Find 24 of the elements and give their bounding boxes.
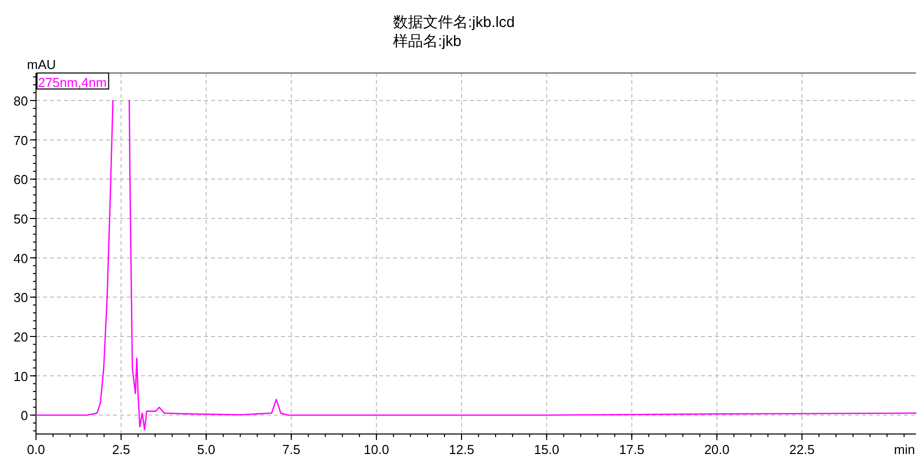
y-tick-label: 10 bbox=[14, 368, 28, 384]
x-tick-label: 2.5 bbox=[112, 442, 130, 457]
chart-title: 数据文件名:jkb.lcd bbox=[393, 14, 515, 31]
y-tick-label: 0 bbox=[20, 408, 28, 424]
y-axis-title: mAU bbox=[27, 57, 56, 72]
x-tick-label: 12.5 bbox=[448, 442, 474, 457]
y-tick-label: 30 bbox=[14, 290, 28, 306]
x-tick-label: 17.5 bbox=[619, 442, 644, 457]
legend: 275nm,4nm bbox=[36, 72, 110, 90]
y-tick-label: 60 bbox=[14, 172, 28, 188]
y-tick-label: 70 bbox=[14, 132, 28, 148]
x-tick-label: 20.0 bbox=[704, 442, 730, 457]
y-tick-label: 50 bbox=[14, 212, 28, 226]
x-tick-label: 5.0 bbox=[197, 442, 216, 457]
chart-subtitle: 样品名:jkb bbox=[393, 33, 462, 50]
x-tick-label: 7.5 bbox=[282, 442, 300, 457]
y-tick-label: 20 bbox=[14, 329, 28, 344]
y-tick-label: 80 bbox=[14, 94, 28, 109]
x-axis-title: min bbox=[894, 442, 915, 457]
x-tick-label: 22.5 bbox=[789, 442, 815, 457]
y-tick-label: 40 bbox=[14, 250, 28, 266]
x-tick-label: 15.0 bbox=[534, 442, 560, 457]
x-tick-label: 10.0 bbox=[364, 442, 390, 457]
x-tick-label: 0.0 bbox=[26, 442, 46, 457]
